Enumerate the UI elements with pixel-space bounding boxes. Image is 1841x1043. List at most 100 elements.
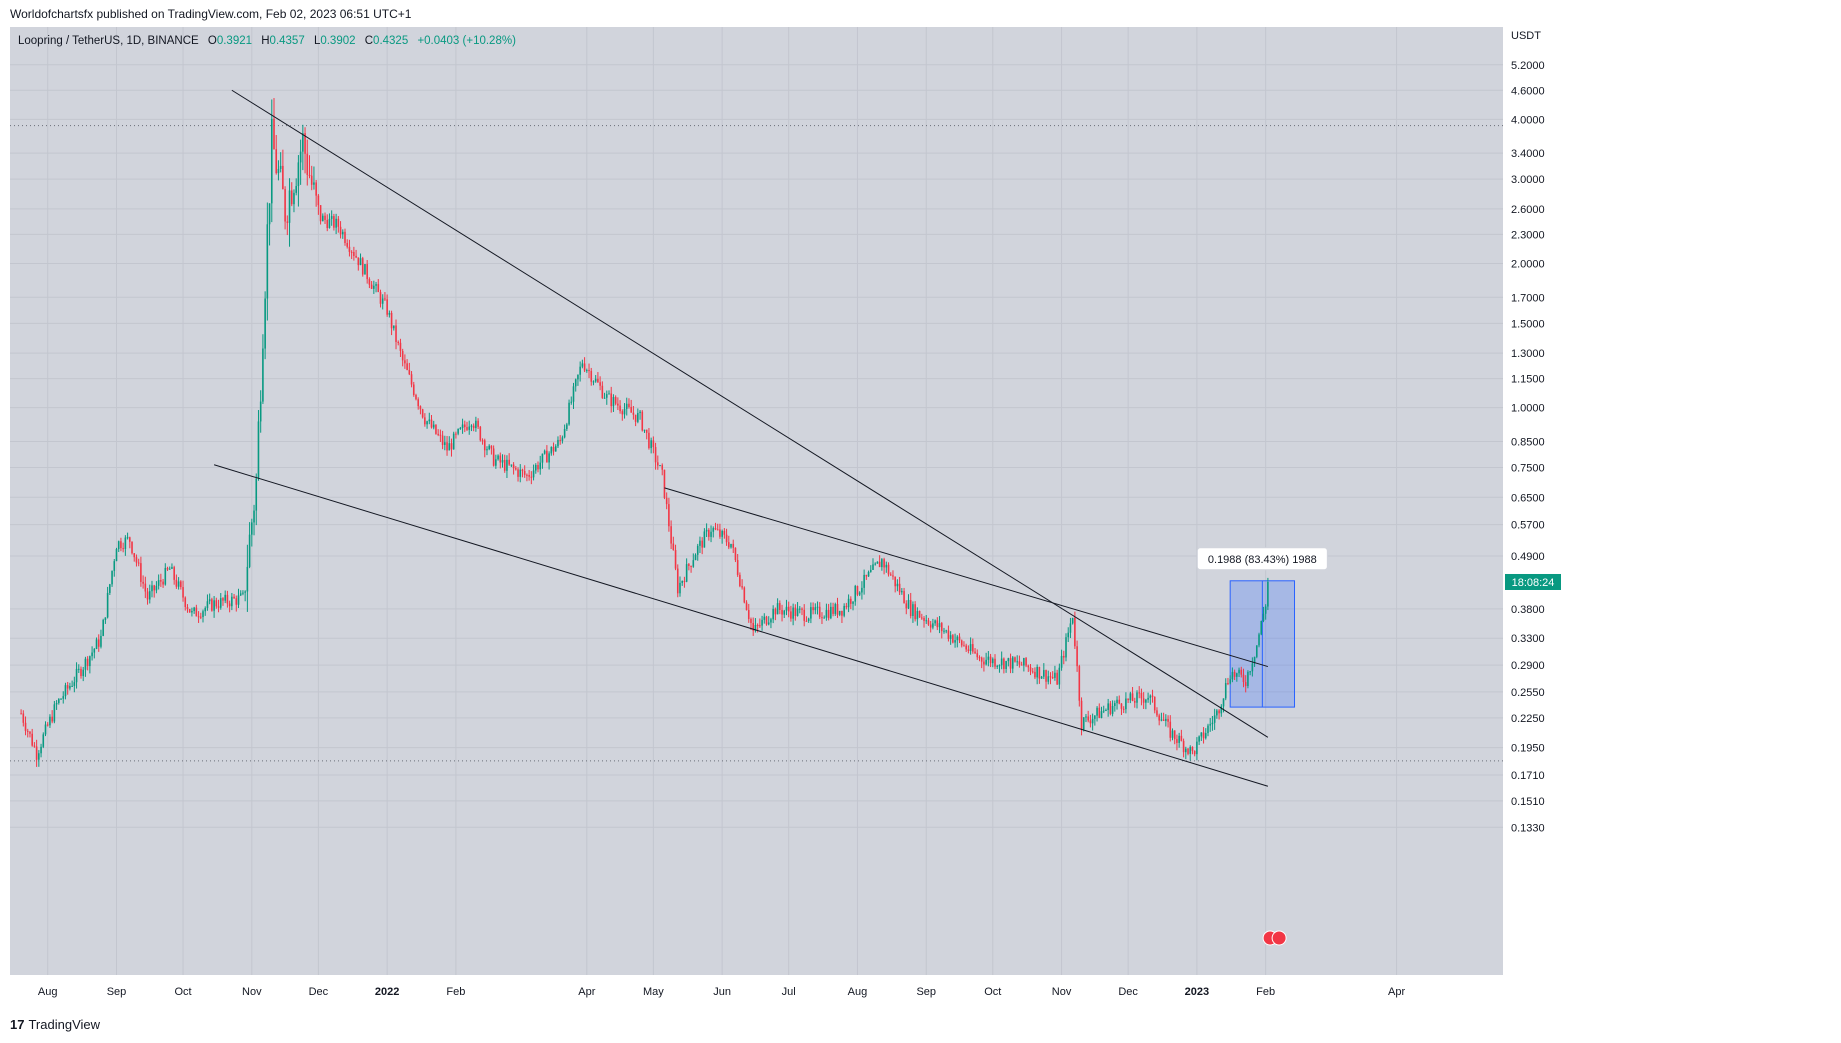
price-tick-label: 1.5000	[1511, 318, 1545, 330]
candle-body	[175, 579, 178, 587]
candle-body	[368, 279, 371, 285]
candle-body	[1080, 700, 1083, 730]
legend-change: +0.0403 (+10.28%)	[417, 35, 516, 47]
candle-body	[836, 604, 839, 615]
candle-body	[841, 610, 843, 616]
candle-body	[730, 543, 732, 548]
candle-body	[277, 168, 280, 174]
candle-body	[692, 560, 695, 567]
candle-body	[854, 585, 857, 602]
candle-body	[892, 575, 894, 577]
us-event-flag-icon[interactable]	[1271, 930, 1287, 946]
candle-body	[621, 411, 624, 415]
candle-body	[1262, 613, 1265, 622]
candle-body	[275, 149, 278, 174]
candle-body	[1233, 671, 1236, 677]
candle-body	[1249, 671, 1251, 673]
candle-body	[492, 448, 495, 466]
candle-body	[938, 623, 941, 628]
candle-body	[1058, 667, 1061, 685]
candle-body	[346, 242, 349, 247]
candle-body	[918, 610, 921, 618]
candle-body	[967, 649, 970, 651]
symbol-legend: Loopring / TetherUS, 1D, BINANCE O0.3921…	[18, 35, 516, 47]
price-tick-label: 0.1330	[1511, 822, 1545, 834]
candle-body	[876, 561, 879, 564]
candle-body	[643, 429, 646, 431]
candle-body	[696, 545, 699, 555]
candle-body	[610, 393, 613, 407]
candle-body	[705, 529, 708, 532]
candle-body	[1264, 606, 1267, 614]
candle-body	[297, 162, 300, 187]
candle-body	[597, 378, 599, 383]
candle-body	[1189, 746, 1192, 754]
candle-body	[77, 668, 80, 670]
candle-body	[723, 530, 726, 535]
candle-body	[843, 605, 845, 616]
candle-body	[889, 574, 892, 576]
legend-symbol: Loopring / TetherUS, 1D, BINANCE	[18, 35, 199, 47]
candle-body	[91, 652, 93, 657]
published-by-text: Worldofchartsfx published on TradingView…	[10, 7, 412, 21]
candle-body	[1005, 661, 1007, 669]
candle-body	[1027, 665, 1030, 668]
candle-body	[923, 617, 925, 621]
candle-body	[339, 226, 342, 235]
candle-body	[1078, 666, 1081, 701]
price-tick-label: 4.0000	[1511, 114, 1545, 126]
candle-body	[996, 665, 999, 667]
candle-body	[958, 636, 961, 641]
candle-body	[914, 604, 916, 620]
candle-body	[774, 608, 777, 615]
candle-body	[164, 567, 167, 585]
candle-body	[907, 599, 910, 609]
chart-canvas[interactable]: 0.1988 (83.43%) 1988 5.2000 4.6000 4.0000 3…	[10, 27, 1830, 1009]
candle-body	[703, 531, 706, 548]
measurement-box[interactable]: 0.1988 (83.43%) 1988	[1196, 547, 1328, 708]
candle-body	[155, 585, 158, 591]
candle-body	[1007, 658, 1010, 662]
candle-body	[46, 724, 49, 726]
candle-body	[805, 620, 808, 622]
candle-body	[1000, 658, 1003, 666]
trendline-channel-top[interactable]	[664, 487, 1269, 668]
candle-body	[1045, 670, 1047, 682]
candle-body	[932, 623, 934, 628]
candle-body	[115, 549, 118, 562]
footer-brand: TradingView	[28, 1017, 101, 1032]
candle-body	[588, 370, 590, 372]
candle-body	[1089, 720, 1092, 724]
candle-body	[625, 403, 628, 409]
candle-body	[246, 566, 249, 592]
candle-body	[858, 592, 861, 595]
candle-body	[111, 570, 113, 585]
candle-body	[235, 598, 238, 605]
candle-body	[1116, 699, 1118, 704]
trendline-upper-resistance[interactable]	[231, 89, 1269, 738]
candle-body	[756, 624, 759, 626]
time-tick-label: Jun	[713, 986, 731, 998]
candle-body	[228, 603, 231, 607]
candle-body	[148, 591, 151, 600]
candle-body	[463, 424, 466, 428]
candle-body	[1158, 715, 1160, 721]
trendline-channel-bottom[interactable]	[213, 464, 1269, 787]
candle-body	[399, 342, 402, 351]
candle-body	[619, 405, 621, 412]
candle-body	[497, 455, 499, 460]
candle-body	[872, 564, 874, 570]
candle-body	[195, 607, 198, 617]
candle-body	[1242, 674, 1245, 683]
candle-body	[903, 591, 905, 604]
candle-body	[326, 219, 329, 229]
candle-body	[1220, 706, 1223, 714]
trendlines[interactable]	[213, 89, 1269, 787]
candle-body	[421, 409, 424, 418]
candle-body	[461, 424, 464, 428]
candle-body	[475, 420, 477, 429]
candle-body	[739, 574, 741, 587]
candle-body	[60, 698, 62, 700]
candle-body	[324, 215, 326, 220]
candle-body	[1149, 695, 1152, 698]
